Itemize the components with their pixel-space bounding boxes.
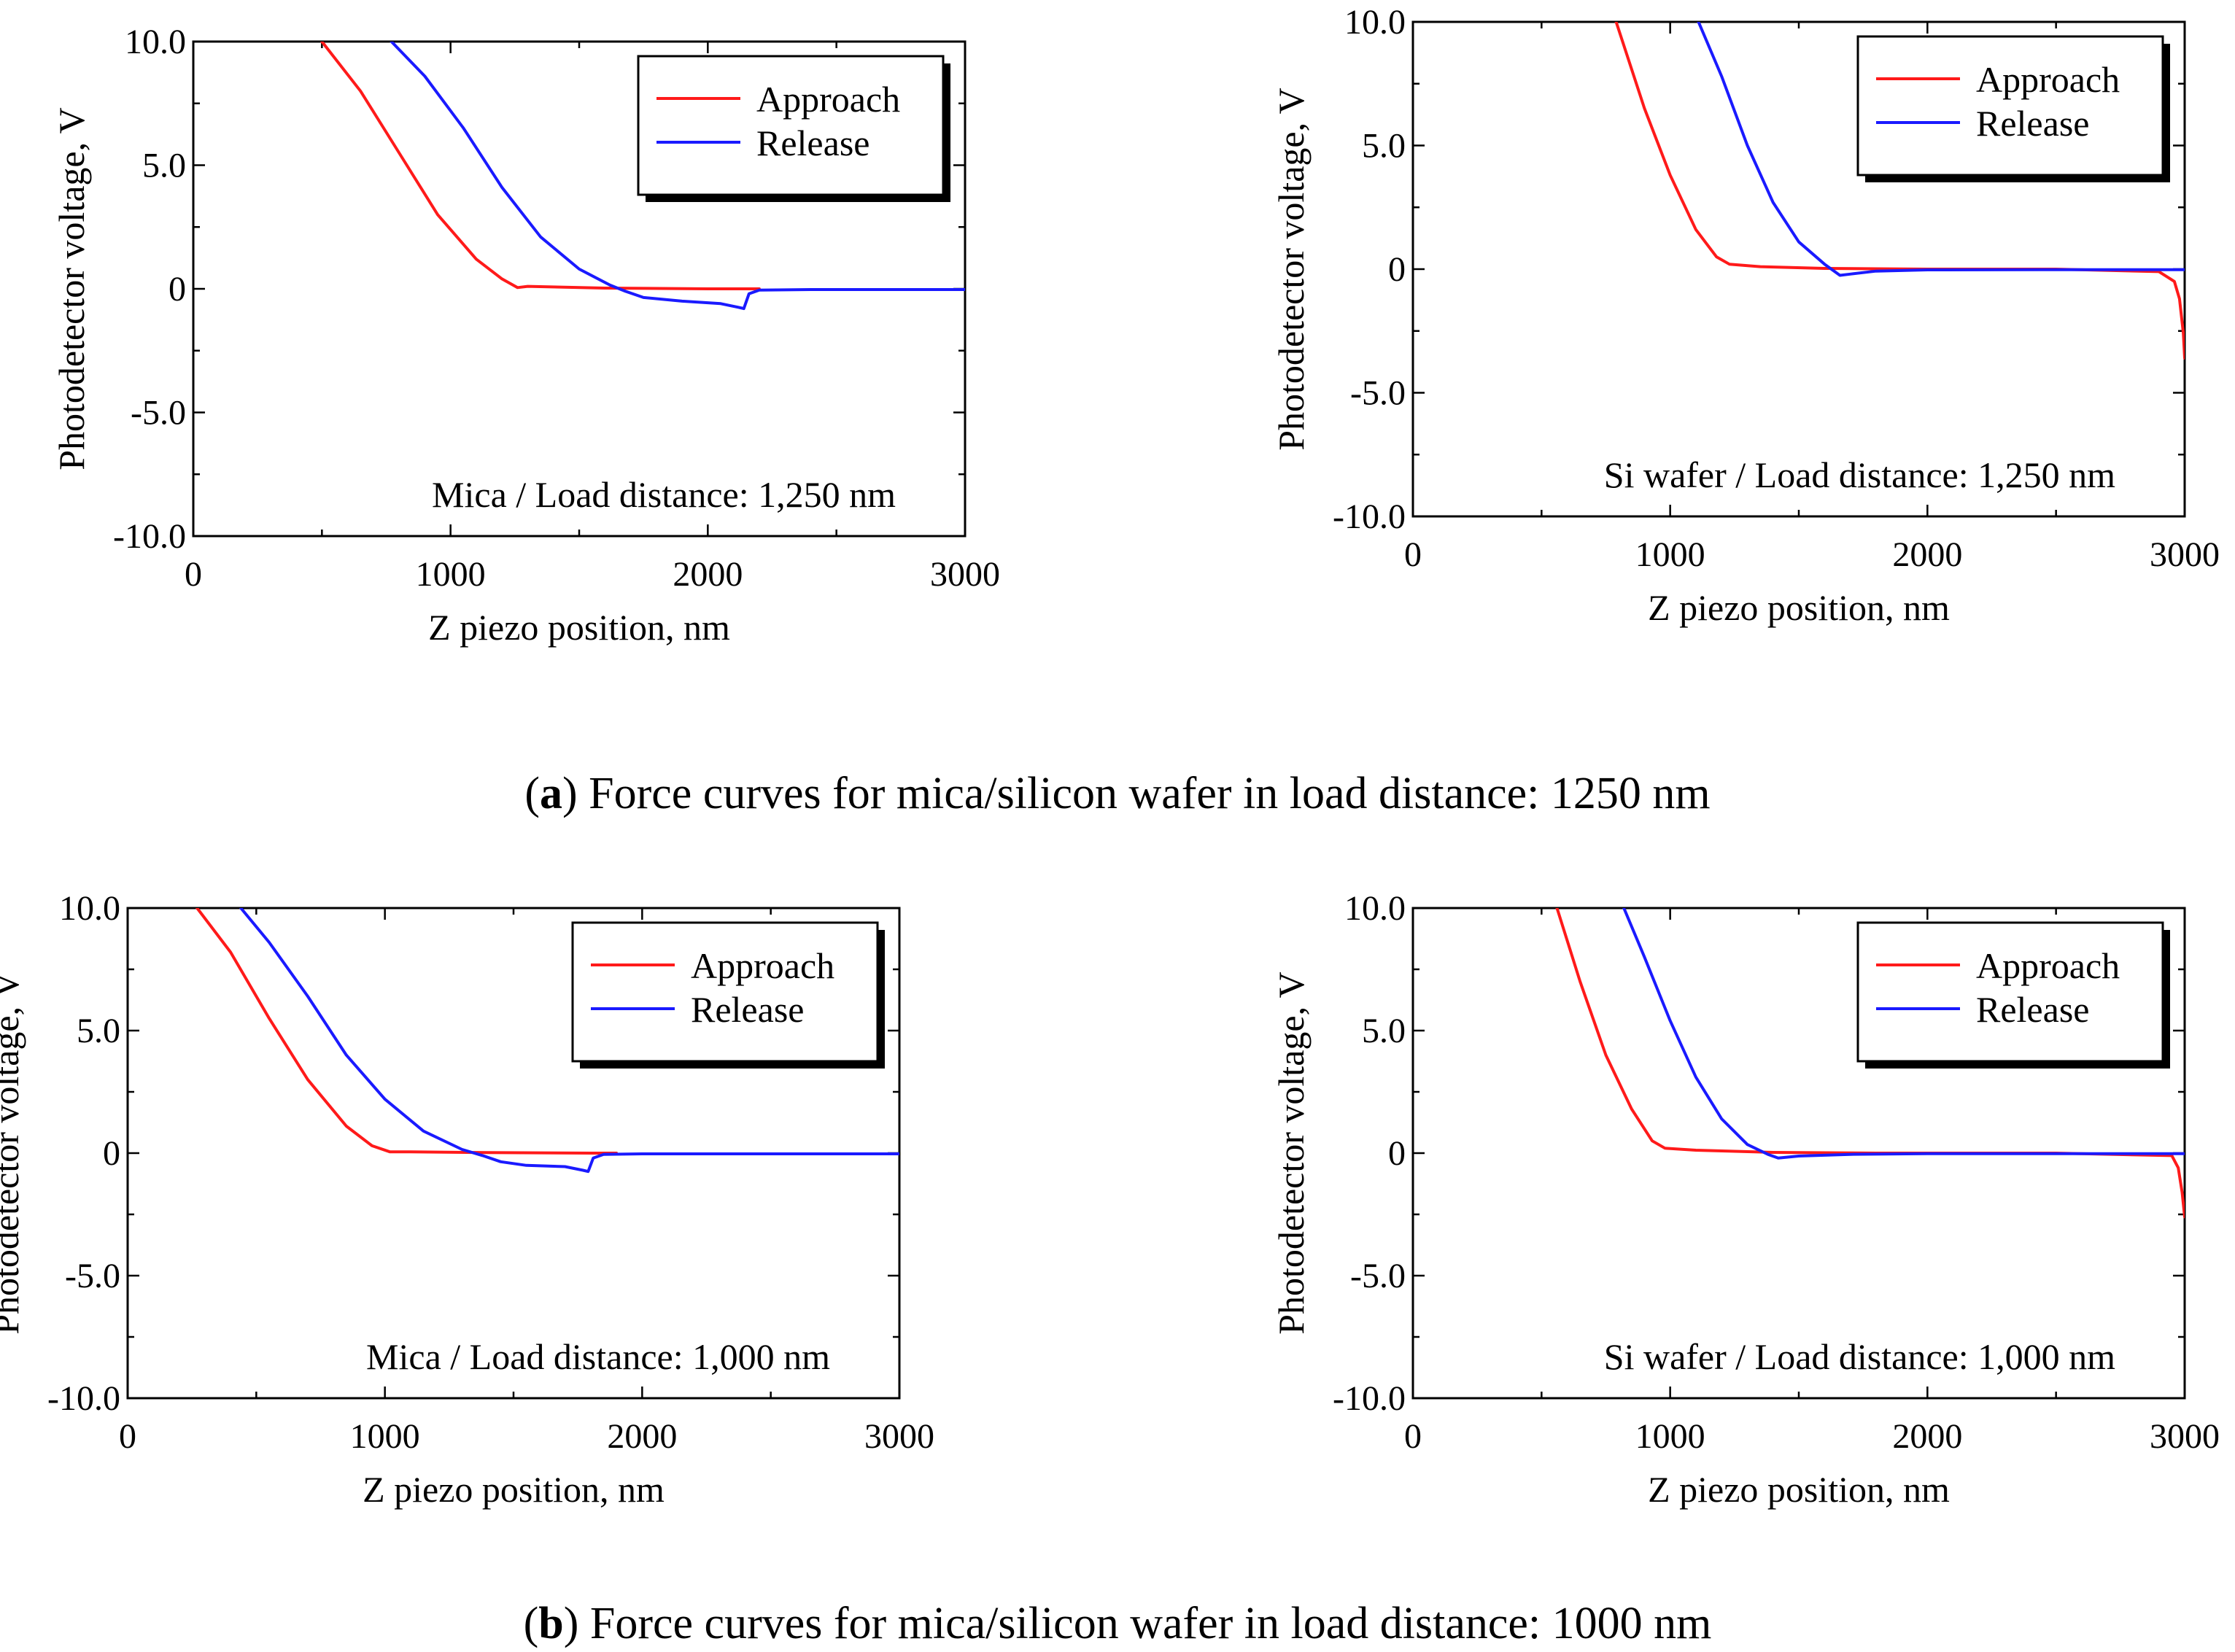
series-line-release	[1622, 908, 2185, 1160]
chart-panel-b-mica: 0 1000 2000 3000 -10.0 -5.0 0 5.0 10.0 Z piezo po…	[0, 889, 934, 1510]
x-tick-label: 0	[1404, 535, 1422, 574]
legend-box	[1856, 921, 2164, 1063]
x-tick-label: 3000	[864, 1417, 934, 1456]
caption-a: (a) Force curves for mica/silicon wafer …	[524, 769, 1710, 818]
series-line-approach	[320, 42, 761, 290]
legend-label-release: Release	[1976, 989, 2089, 1030]
x-tick-label: 0	[119, 1417, 136, 1456]
x-tick-label: 3000	[930, 555, 1000, 594]
series-line-approach	[1614, 22, 2185, 360]
chart-panel-a-mica: 0 1000 2000 3000 -10.0 -5.0 0 5.0 10.0 Z piezo po…	[51, 23, 1000, 648]
y-tick-label: -10.0	[1333, 1379, 1406, 1418]
x-tick-label: 0	[185, 555, 202, 594]
x-axis-title: Z piezo position, nm	[428, 607, 730, 648]
legend-box	[1856, 35, 2164, 177]
x-tick-label: 2000	[607, 1417, 677, 1456]
series-line-release	[390, 42, 965, 311]
y-tick-label: 10.0	[125, 23, 186, 61]
y-tick-label: 5.0	[1362, 1012, 1406, 1050]
y-tick-label: -10.0	[113, 517, 186, 556]
caption-b-text: ) Force curves for mica/silicon wafer in…	[564, 1599, 1712, 1648]
y-tick-label: 5.0	[142, 147, 186, 185]
x-axis-title: Z piezo position, nm	[1648, 587, 1950, 628]
y-tick-label: 10.0	[1344, 889, 1406, 928]
y-tick-label: 0	[1388, 1134, 1406, 1173]
legend-label-approach: Approach	[691, 945, 834, 986]
x-tick-label: 1000	[1635, 535, 1705, 574]
y-tick-label: -5.0	[65, 1257, 120, 1295]
x-tick-label: 0	[1404, 1417, 1422, 1456]
y-tick-label: 0	[169, 270, 186, 309]
series-line-release	[1697, 22, 2185, 277]
caption-b-letter: b	[538, 1599, 563, 1648]
legend-label-approach: Approach	[1976, 59, 2120, 100]
legend-label-approach: Approach	[1976, 945, 2120, 986]
y-tick-label: 10.0	[1344, 3, 1406, 42]
load-distance-annotation: Si wafer / Load distance: 1,000 nm	[1604, 1336, 2115, 1377]
x-tick-label: 2000	[1892, 1417, 1962, 1456]
y-tick-label: -5.0	[1350, 374, 1406, 413]
caption-b: (b) Force curves for mica/silicon wafer …	[524, 1599, 1712, 1648]
load-distance-annotation: Mica / Load distance: 1,250 nm	[432, 474, 896, 515]
y-axis-title: Photodetector voltage, V	[1271, 972, 1312, 1335]
x-tick-label: 2000	[673, 555, 743, 594]
x-tick-label: 1000	[1635, 1417, 1705, 1456]
series-line-approach	[195, 908, 619, 1155]
x-tick-label: 2000	[1892, 535, 1962, 574]
caption-a-open: (	[524, 769, 540, 818]
x-tick-label: 3000	[2150, 535, 2220, 574]
legend-label-release: Release	[1976, 103, 2089, 144]
caption-b-open: (	[524, 1599, 539, 1648]
y-tick-label: 10.0	[59, 889, 120, 928]
x-axis-title: Z piezo position, nm	[1648, 1469, 1950, 1510]
chart-panel-a-si-wafer: 0 1000 2000 3000 -10.0 -5.0 0 5.0 10.0 Z piezo po…	[1271, 3, 2220, 628]
x-tick-label: 3000	[2150, 1417, 2220, 1456]
y-tick-label: 0	[1388, 250, 1406, 289]
y-axis-title: Photodetector voltage, V	[0, 972, 26, 1335]
y-axis-title: Photodetector voltage, V	[51, 107, 92, 470]
series-line-release	[239, 908, 899, 1174]
legend-box	[571, 921, 879, 1063]
y-tick-label: -5.0	[1350, 1257, 1406, 1295]
caption-a-letter: a	[540, 769, 562, 818]
legend-label-approach: Approach	[756, 79, 900, 120]
legend-box	[637, 55, 945, 196]
legend-label-release: Release	[691, 989, 804, 1030]
caption-a-text: ) Force curves for mica/silicon wafer in…	[562, 769, 1711, 818]
series-line-approach	[1555, 908, 2185, 1219]
y-axis-title: Photodetector voltage, V	[1271, 88, 1312, 451]
load-distance-annotation: Mica / Load distance: 1,000 nm	[366, 1336, 830, 1377]
x-tick-label: 1000	[350, 1417, 420, 1456]
y-tick-label: 5.0	[1362, 127, 1406, 166]
legend-label-release: Release	[756, 123, 869, 163]
load-distance-annotation: Si wafer / Load distance: 1,250 nm	[1604, 454, 2115, 495]
y-tick-label: -10.0	[47, 1379, 120, 1418]
y-tick-label: -5.0	[131, 394, 186, 433]
y-tick-label: -10.0	[1333, 497, 1406, 536]
x-axis-title: Z piezo position, nm	[363, 1469, 665, 1510]
y-tick-label: 0	[103, 1134, 120, 1173]
chart-panel-b-si-wafer: 0 1000 2000 3000 -10.0 -5.0 0 5.0 10.0 Z piezo po…	[1271, 889, 2220, 1510]
y-tick-label: 5.0	[77, 1012, 120, 1050]
x-tick-label: 1000	[416, 555, 486, 594]
